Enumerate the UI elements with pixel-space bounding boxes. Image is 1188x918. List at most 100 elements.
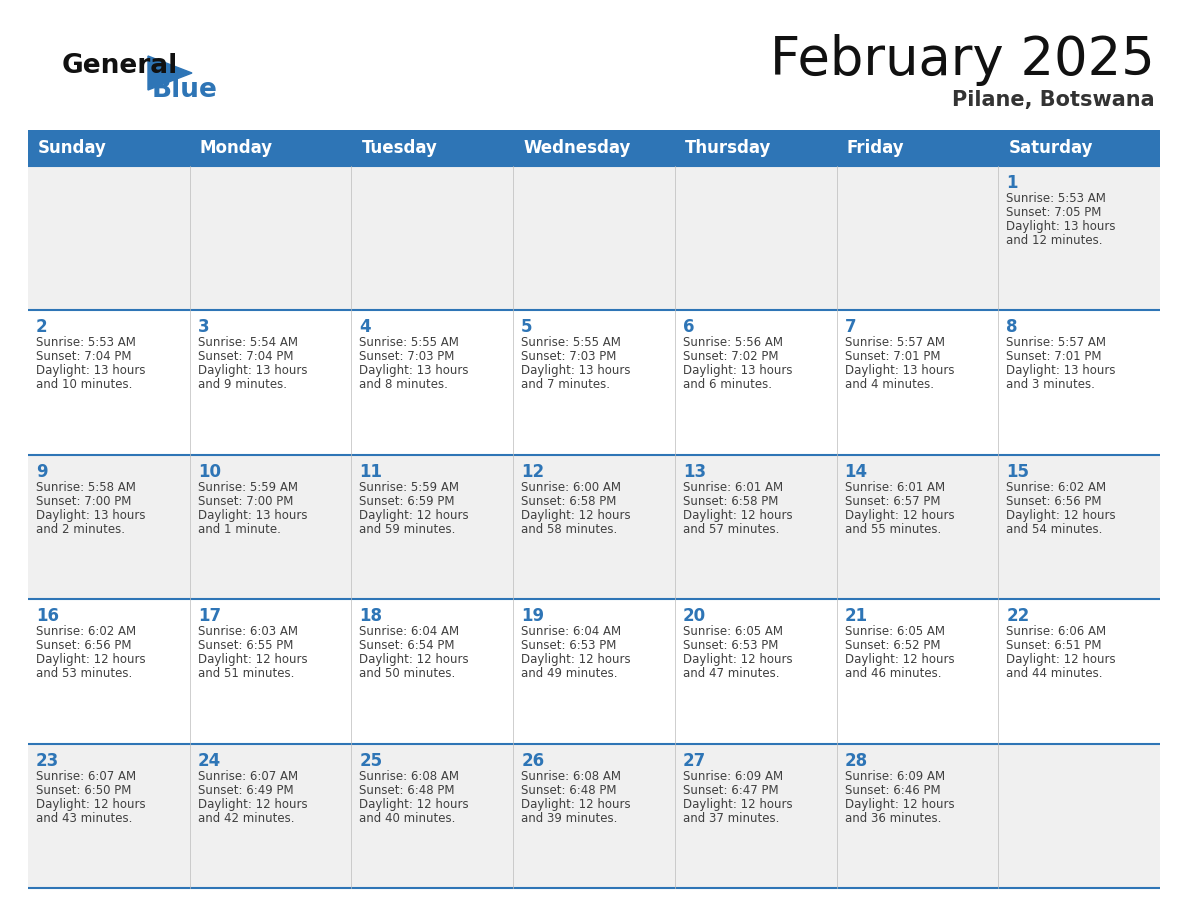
Text: and 46 minutes.: and 46 minutes. [845, 667, 941, 680]
Text: Sunset: 6:50 PM: Sunset: 6:50 PM [36, 784, 132, 797]
Bar [675, 599, 836, 744]
Text: Daylight: 12 hours: Daylight: 12 hours [845, 798, 954, 811]
Text: Sunset: 6:56 PM: Sunset: 6:56 PM [1006, 495, 1101, 508]
Text: 7: 7 [845, 319, 857, 336]
Text: and 57 minutes.: and 57 minutes. [683, 522, 779, 536]
Text: 9: 9 [36, 463, 48, 481]
Text: Daylight: 12 hours: Daylight: 12 hours [360, 798, 469, 811]
Text: 18: 18 [360, 607, 383, 625]
Text: Sunrise: 6:04 AM: Sunrise: 6:04 AM [522, 625, 621, 638]
Text: Saturday: Saturday [1009, 139, 1093, 157]
Text: Sunrise: 6:01 AM: Sunrise: 6:01 AM [683, 481, 783, 494]
Text: Pilane, Botswana: Pilane, Botswana [953, 90, 1155, 110]
Text: Daylight: 12 hours: Daylight: 12 hours [36, 798, 146, 811]
Text: and 42 minutes.: and 42 minutes. [197, 812, 295, 824]
Text: and 44 minutes.: and 44 minutes. [1006, 667, 1102, 680]
Text: 13: 13 [683, 463, 706, 481]
Bar [998, 744, 1159, 888]
Text: and 7 minutes.: and 7 minutes. [522, 378, 611, 391]
Text: Sunrise: 5:55 AM: Sunrise: 5:55 AM [360, 336, 460, 350]
Text: Daylight: 12 hours: Daylight: 12 hours [36, 654, 146, 666]
Text: and 6 minutes.: and 6 minutes. [683, 378, 772, 391]
Bar [998, 454, 1159, 599]
Text: Sunset: 7:03 PM: Sunset: 7:03 PM [522, 351, 617, 364]
Text: 11: 11 [360, 463, 383, 481]
Text: Sunrise: 6:03 AM: Sunrise: 6:03 AM [197, 625, 298, 638]
Text: 8: 8 [1006, 319, 1018, 336]
Text: Sunrise: 5:57 AM: Sunrise: 5:57 AM [845, 336, 944, 350]
Text: Sunset: 7:02 PM: Sunset: 7:02 PM [683, 351, 778, 364]
Text: Sunset: 7:00 PM: Sunset: 7:00 PM [197, 495, 293, 508]
Text: and 49 minutes.: and 49 minutes. [522, 667, 618, 680]
Text: Sunset: 6:53 PM: Sunset: 6:53 PM [522, 639, 617, 652]
Text: 1: 1 [1006, 174, 1018, 192]
Text: 16: 16 [36, 607, 59, 625]
Text: 2: 2 [36, 319, 48, 336]
Text: Blue: Blue [152, 77, 217, 103]
Text: and 47 minutes.: and 47 minutes. [683, 667, 779, 680]
Text: and 53 minutes.: and 53 minutes. [36, 667, 132, 680]
Text: Sunrise: 6:05 AM: Sunrise: 6:05 AM [683, 625, 783, 638]
Bar [190, 310, 352, 454]
Text: 22: 22 [1006, 607, 1030, 625]
Text: Sunset: 6:56 PM: Sunset: 6:56 PM [36, 639, 132, 652]
Text: Daylight: 13 hours: Daylight: 13 hours [522, 364, 631, 377]
Bar [29, 130, 1159, 166]
Text: 6: 6 [683, 319, 694, 336]
Text: 20: 20 [683, 607, 706, 625]
Bar [29, 599, 190, 744]
Text: 3: 3 [197, 319, 209, 336]
Text: Daylight: 13 hours: Daylight: 13 hours [1006, 364, 1116, 377]
Bar [998, 310, 1159, 454]
Bar [513, 599, 675, 744]
Text: Daylight: 13 hours: Daylight: 13 hours [1006, 220, 1116, 233]
Text: Daylight: 12 hours: Daylight: 12 hours [197, 798, 308, 811]
Bar [352, 166, 513, 310]
Bar [675, 744, 836, 888]
Text: Sunset: 6:58 PM: Sunset: 6:58 PM [683, 495, 778, 508]
Text: Sunset: 7:00 PM: Sunset: 7:00 PM [36, 495, 132, 508]
Text: Sunset: 6:54 PM: Sunset: 6:54 PM [360, 639, 455, 652]
Text: 27: 27 [683, 752, 706, 769]
Text: Sunrise: 5:58 AM: Sunrise: 5:58 AM [36, 481, 135, 494]
Bar [675, 454, 836, 599]
Text: Sunrise: 6:07 AM: Sunrise: 6:07 AM [36, 769, 137, 783]
Text: 24: 24 [197, 752, 221, 769]
Text: Sunrise: 6:06 AM: Sunrise: 6:06 AM [1006, 625, 1106, 638]
Text: Sunrise: 5:54 AM: Sunrise: 5:54 AM [197, 336, 298, 350]
Text: Sunrise: 6:00 AM: Sunrise: 6:00 AM [522, 481, 621, 494]
Bar [513, 744, 675, 888]
Text: Sunrise: 6:05 AM: Sunrise: 6:05 AM [845, 625, 944, 638]
Text: Daylight: 12 hours: Daylight: 12 hours [1006, 509, 1116, 521]
Text: Daylight: 13 hours: Daylight: 13 hours [197, 509, 308, 521]
Text: Sunrise: 5:59 AM: Sunrise: 5:59 AM [360, 481, 460, 494]
Text: 12: 12 [522, 463, 544, 481]
Text: Sunrise: 5:53 AM: Sunrise: 5:53 AM [36, 336, 135, 350]
Text: Daylight: 12 hours: Daylight: 12 hours [197, 654, 308, 666]
Text: and 37 minutes.: and 37 minutes. [683, 812, 779, 824]
Text: Sunset: 6:51 PM: Sunset: 6:51 PM [1006, 639, 1101, 652]
Text: Sunday: Sunday [38, 139, 107, 157]
Text: Thursday: Thursday [684, 139, 771, 157]
Text: Sunset: 6:55 PM: Sunset: 6:55 PM [197, 639, 293, 652]
Bar [836, 744, 998, 888]
Text: Sunset: 7:01 PM: Sunset: 7:01 PM [845, 351, 940, 364]
Bar [513, 166, 675, 310]
Text: Sunrise: 5:56 AM: Sunrise: 5:56 AM [683, 336, 783, 350]
Text: Sunset: 6:52 PM: Sunset: 6:52 PM [845, 639, 940, 652]
Text: 28: 28 [845, 752, 867, 769]
Bar [352, 310, 513, 454]
Text: Daylight: 12 hours: Daylight: 12 hours [360, 509, 469, 521]
Text: Daylight: 13 hours: Daylight: 13 hours [36, 509, 145, 521]
Text: Daylight: 13 hours: Daylight: 13 hours [845, 364, 954, 377]
Text: Sunset: 6:59 PM: Sunset: 6:59 PM [360, 495, 455, 508]
Text: Monday: Monday [200, 139, 273, 157]
Text: Sunset: 6:57 PM: Sunset: 6:57 PM [845, 495, 940, 508]
Bar [836, 599, 998, 744]
Text: Daylight: 12 hours: Daylight: 12 hours [683, 654, 792, 666]
Text: Sunset: 6:47 PM: Sunset: 6:47 PM [683, 784, 778, 797]
Text: Sunset: 7:04 PM: Sunset: 7:04 PM [36, 351, 132, 364]
Text: and 54 minutes.: and 54 minutes. [1006, 522, 1102, 536]
Text: Sunset: 6:49 PM: Sunset: 6:49 PM [197, 784, 293, 797]
Text: and 4 minutes.: and 4 minutes. [845, 378, 934, 391]
